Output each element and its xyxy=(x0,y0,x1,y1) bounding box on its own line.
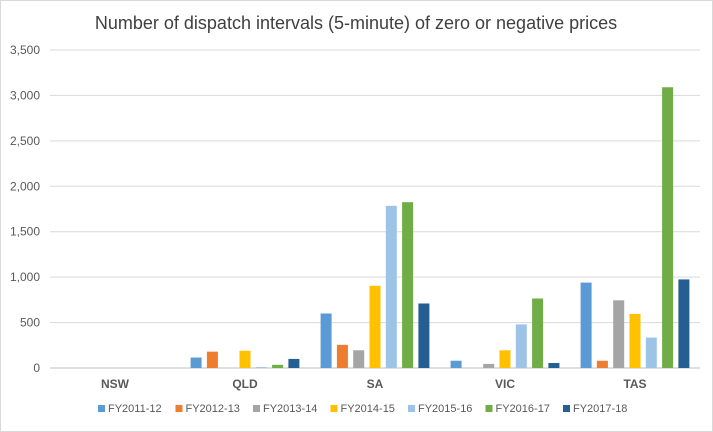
legend-label: FY2012-13 xyxy=(186,403,240,415)
bar-tas-fy2017-18 xyxy=(678,279,690,368)
bar-vic-fy2013-14 xyxy=(483,363,495,368)
legend-swatch xyxy=(485,405,493,412)
bar-qld-fy2014-15 xyxy=(239,350,251,368)
legend-swatch xyxy=(330,405,338,412)
bar-sa-fy2017-18 xyxy=(418,303,430,368)
y-tick-label: 1,500 xyxy=(10,225,40,239)
y-tick-label: 3,000 xyxy=(10,88,40,102)
y-tick-label: 0 xyxy=(33,361,40,375)
legend-label: FY2017-18 xyxy=(573,403,627,415)
y-axis-tick-labels: 0 500 1,000 1,500 2,000 2,500 3,000 3,500 xyxy=(10,43,40,375)
bar-vic-fy2016-17 xyxy=(532,298,544,368)
x-category-label: VIC xyxy=(495,377,515,391)
bar-sa-fy2012-13 xyxy=(336,344,348,368)
bar-sa-fy2013-14 xyxy=(353,350,365,368)
bar-tas-fy2014-15 xyxy=(629,313,641,368)
bar-tas-fy2016-17 xyxy=(662,87,674,368)
legend-label: FY2014-15 xyxy=(341,403,395,415)
x-category-label: QLD xyxy=(232,377,258,391)
bar-tas-fy2013-14 xyxy=(613,300,625,368)
bar-tas-fy2015-16 xyxy=(645,337,657,368)
bar-vic-fy2011-12 xyxy=(450,360,462,368)
bar-qld-fy2012-13 xyxy=(206,351,218,368)
bar-vic-fy2014-15 xyxy=(499,350,511,368)
bar-qld-fy2016-17 xyxy=(272,364,284,368)
bar-sa-fy2014-15 xyxy=(369,285,381,368)
legend-label: FY2015-16 xyxy=(418,403,472,415)
legend-swatch xyxy=(98,405,105,412)
y-tick-label: 2,000 xyxy=(10,179,40,193)
legend-swatch xyxy=(563,405,570,412)
legend-swatch xyxy=(408,405,415,412)
y-tick-label: 3,500 xyxy=(10,43,40,57)
bar-qld-fy2017-18 xyxy=(288,358,300,368)
bar-sa-fy2011-12 xyxy=(320,313,332,368)
bar-vic-fy2017-18 xyxy=(548,363,560,368)
bar-vic-fy2015-16 xyxy=(515,324,527,368)
chart-title: Number of dispatch intervals (5-minute) … xyxy=(95,13,617,33)
legend-label: FY2011-12 xyxy=(108,403,162,415)
x-category-label: NSW xyxy=(101,377,130,391)
x-category-label: TAS xyxy=(623,377,646,391)
x-axis: NSW QLD SA VIC TAS xyxy=(101,377,647,391)
legend-label: FY2016-17 xyxy=(496,403,550,415)
bar-sa-fy2016-17 xyxy=(402,202,414,368)
bar-qld-fy2011-12 xyxy=(190,357,202,368)
bar-qld-fy2015-16 xyxy=(255,367,267,368)
legend: FY2011-12 FY2012-13 FY2013-14 FY2014-15 FY20… xyxy=(98,403,627,415)
legend-swatch xyxy=(175,405,183,412)
gridlines xyxy=(50,49,700,369)
legend-swatch xyxy=(253,405,260,412)
bar-tas-fy2012-13 xyxy=(596,360,608,368)
y-tick-label: 2,500 xyxy=(10,134,40,148)
x-category-label: SA xyxy=(367,377,384,391)
bar-tas-fy2011-12 xyxy=(580,282,592,368)
y-tick-label: 500 xyxy=(20,316,40,330)
legend-label: FY2013-14 xyxy=(263,403,317,415)
bars xyxy=(190,87,690,368)
bar-sa-fy2015-16 xyxy=(385,205,397,368)
y-tick-label: 1,000 xyxy=(10,270,40,284)
